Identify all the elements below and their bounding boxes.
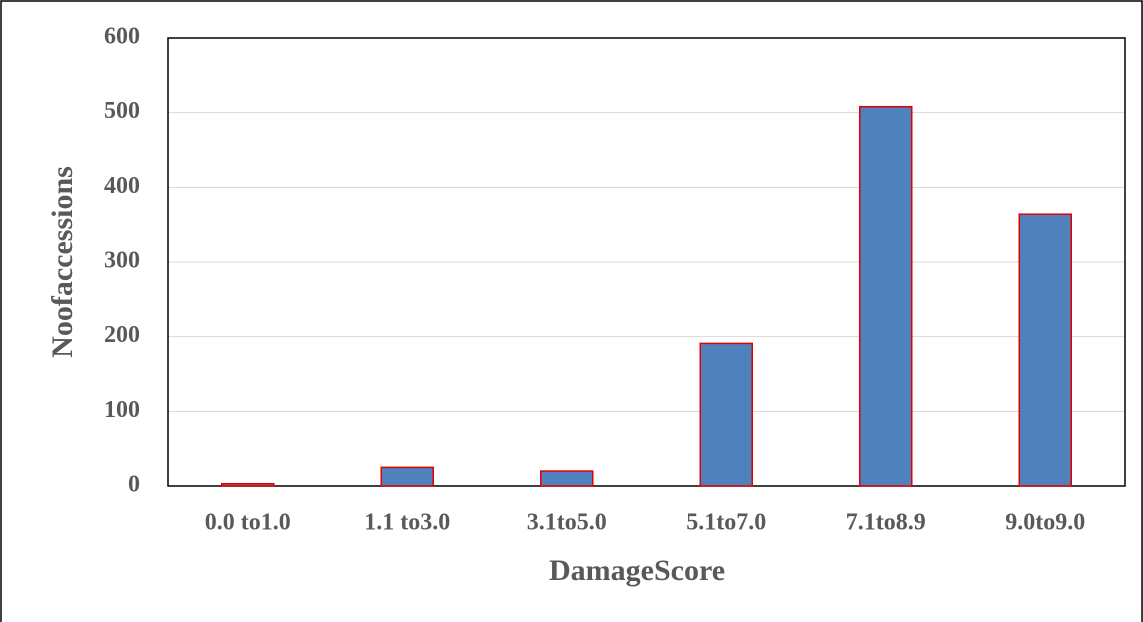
bar xyxy=(380,466,434,487)
y-axis-title: Noofaccessions xyxy=(46,166,79,358)
y-tick-label: 300 xyxy=(104,248,140,274)
bar xyxy=(540,470,594,487)
bar xyxy=(1018,213,1072,487)
x-tick-label: 3.1to5.0 xyxy=(527,510,607,536)
plot-border xyxy=(167,37,1126,487)
y-tick-label: 400 xyxy=(104,173,140,199)
x-tick-label: 1.1 to3.0 xyxy=(364,510,450,536)
x-axis-title: DamageScore xyxy=(549,554,725,587)
bar xyxy=(221,483,275,487)
x-tick-label: 7.1to8.9 xyxy=(846,510,926,536)
x-tick-label: 0.0 to1.0 xyxy=(205,510,291,536)
y-tick-label: 200 xyxy=(104,322,140,348)
y-tick-label: 0 xyxy=(128,472,140,498)
y-tick-label: 600 xyxy=(104,24,140,50)
x-tick-label: 9.0to9.0 xyxy=(1005,510,1085,536)
y-tick-label: 100 xyxy=(104,397,140,423)
bar xyxy=(859,105,913,487)
x-tick-label: 5.1to7.0 xyxy=(686,510,766,536)
bar xyxy=(699,342,753,487)
y-tick-label: 500 xyxy=(104,98,140,124)
